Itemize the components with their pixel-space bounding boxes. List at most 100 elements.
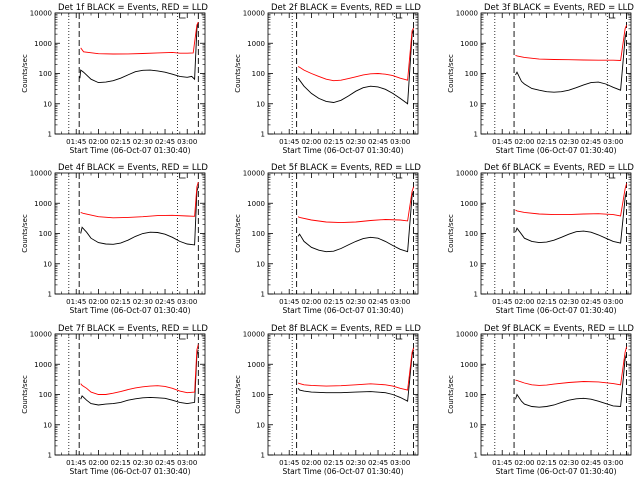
y-tick-label: 10	[256, 260, 265, 268]
y-tick-label: 1	[48, 291, 52, 299]
x-tick-label: 02:45	[155, 459, 175, 467]
y-tick-label: 10000	[30, 331, 52, 339]
y-tick-label: 100	[39, 391, 52, 399]
x-tick-label: 02:00	[514, 459, 534, 467]
y-tick-label: 1000	[247, 40, 265, 48]
y-tick-label: 1	[261, 131, 265, 139]
top-bracket-mark	[179, 173, 186, 179]
detector-panel: Det 1f BLACK = Events, RED = LLD Counts/s…	[21, 3, 208, 155]
lld-series-line	[80, 21, 199, 55]
y-axis-label: Counts/sec	[21, 54, 29, 93]
x-axis-label: Start Time (06-Oct-07 01:30:40)	[495, 467, 616, 476]
x-tick-label: 03:00	[603, 138, 623, 146]
x-tick-label: 02:30	[346, 298, 366, 306]
y-tick-label: 100	[252, 230, 265, 238]
y-axis-label: Counts/sec	[234, 214, 242, 253]
top-bracket-mark	[608, 173, 616, 179]
detector-panel: Det 8f BLACK = Events, RED = LLD Counts/s…	[234, 324, 421, 476]
x-tick-label: 03:00	[390, 459, 410, 467]
x-tick-label: 03:00	[603, 459, 623, 467]
top-bracket-mark	[395, 334, 403, 340]
x-tick-label: 02:00	[88, 459, 108, 467]
x-tick-label: 03:00	[603, 298, 623, 306]
lld-series-line	[515, 346, 628, 386]
y-tick-label: 1000	[247, 361, 265, 369]
y-tick-label: 1000	[247, 200, 265, 208]
y-tick-label: 10	[469, 100, 478, 108]
y-tick-label: 1	[474, 131, 478, 139]
x-tick-label: 02:30	[133, 138, 153, 146]
y-axis-label: Counts/sec	[234, 375, 242, 414]
x-tick-label: 01:45	[279, 459, 299, 467]
detector-panel: Det 3f BLACK = Events, RED = LLD Counts/s…	[447, 3, 634, 155]
x-tick-label: 02:00	[88, 298, 108, 306]
x-axis-label: Start Time (06-Oct-07 01:30:40)	[282, 146, 403, 155]
x-tick-label: 03:00	[177, 138, 197, 146]
y-tick-label: 1	[474, 291, 478, 299]
y-tick-label: 100	[465, 70, 478, 78]
y-tick-label: 100	[39, 70, 52, 78]
x-tick-label: 01:45	[279, 298, 299, 306]
y-tick-label: 10	[469, 421, 478, 429]
lld-series-line	[297, 347, 415, 391]
x-tick-label: 02:30	[346, 459, 366, 467]
top-bracket-mark	[608, 13, 616, 19]
x-tick-label: 02:30	[559, 298, 579, 306]
events-series-line	[515, 191, 628, 244]
x-tick-label: 03:00	[177, 298, 197, 306]
y-tick-label: 1000	[34, 200, 52, 208]
y-tick-label: 100	[465, 391, 478, 399]
events-series-line	[80, 349, 199, 406]
panel-title: Det 4f BLACK = Events, RED = LLD	[58, 163, 208, 173]
y-axis-label: Counts/sec	[234, 54, 242, 93]
y-tick-label: 1000	[460, 200, 478, 208]
panel-title: Det 7f BLACK = Events, RED = LLD	[58, 324, 208, 334]
lld-series-line	[297, 186, 415, 224]
top-bracket-mark	[179, 13, 186, 19]
y-tick-label: 1	[48, 131, 52, 139]
events-series-line	[79, 22, 199, 84]
lld-series-line	[297, 27, 414, 82]
x-axis-label: Start Time (06-Oct-07 01:30:40)	[282, 306, 403, 315]
x-axis-label: Start Time (06-Oct-07 01:30:40)	[69, 467, 190, 476]
panel-title: Det 8f BLACK = Events, RED = LLD	[271, 324, 421, 334]
y-tick-label: 100	[39, 230, 52, 238]
panel-title: Det 1f BLACK = Events, RED = LLD	[58, 3, 208, 13]
lld-series-line	[515, 24, 628, 61]
lld-series-line	[80, 181, 199, 219]
x-tick-label: 01:45	[66, 298, 86, 306]
top-bracket-mark	[395, 173, 403, 179]
y-tick-label: 1000	[460, 40, 478, 48]
y-tick-label: 10	[43, 421, 52, 429]
x-tick-label: 02:15	[324, 459, 344, 467]
y-axis-label: Counts/sec	[21, 375, 29, 414]
x-tick-label: 02:15	[111, 298, 131, 306]
top-bracket-mark	[179, 334, 186, 340]
y-tick-label: 10	[43, 260, 52, 268]
x-axis-label: Start Time (06-Oct-07 01:30:40)	[69, 306, 190, 315]
x-tick-label: 02:15	[324, 138, 344, 146]
y-tick-label: 1000	[34, 40, 52, 48]
y-tick-label: 10000	[243, 170, 265, 178]
x-tick-label: 02:45	[368, 138, 388, 146]
x-tick-label: 02:15	[537, 298, 557, 306]
x-axis-label: Start Time (06-Oct-07 01:30:40)	[282, 467, 403, 476]
y-tick-label: 10000	[243, 331, 265, 339]
x-tick-label: 02:00	[301, 298, 321, 306]
detector-panel: Det 7f BLACK = Events, RED = LLD Counts/s…	[21, 324, 208, 476]
y-tick-label: 10000	[456, 331, 478, 339]
x-axis-label: Start Time (06-Oct-07 01:30:40)	[69, 146, 190, 155]
panel-title: Det 2f BLACK = Events, RED = LLD	[271, 3, 421, 13]
x-tick-label: 02:15	[111, 138, 131, 146]
y-tick-label: 100	[465, 230, 478, 238]
y-tick-label: 1	[261, 291, 265, 299]
detector-panel: Det 9f BLACK = Events, RED = LLD Counts/s…	[447, 324, 634, 476]
x-tick-label: 02:15	[111, 459, 131, 467]
y-tick-label: 10000	[30, 170, 52, 178]
x-tick-label: 02:45	[368, 298, 388, 306]
x-tick-label: 01:45	[279, 138, 299, 146]
y-axis-label: Counts/sec	[447, 54, 455, 93]
detector-panel: Det 5f BLACK = Events, RED = LLD Counts/s…	[234, 163, 421, 315]
x-tick-label: 02:30	[559, 459, 579, 467]
y-tick-label: 100	[252, 391, 265, 399]
